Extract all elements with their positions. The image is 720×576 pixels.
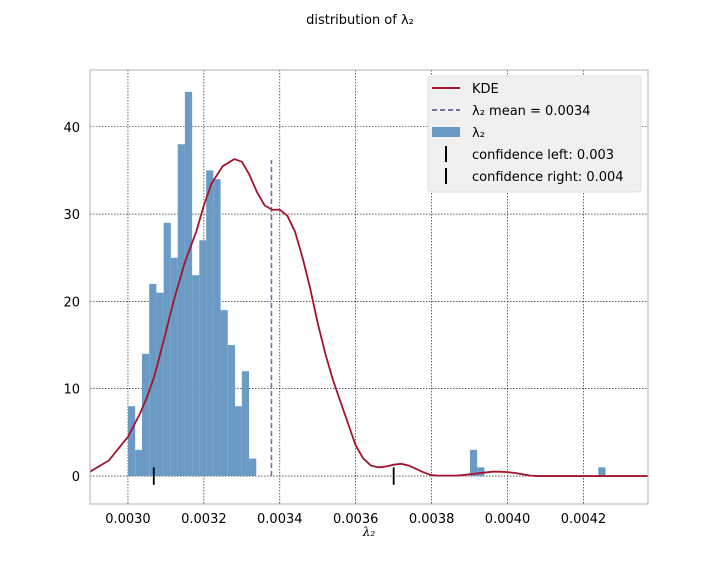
histogram-bar	[206, 170, 214, 477]
legend-label: confidence right: 0.004	[472, 170, 624, 185]
y-tick-label: 10	[63, 383, 80, 398]
histogram-bar	[135, 449, 143, 477]
histogram-bar	[213, 179, 221, 477]
x-tick-label: 0.0038	[409, 512, 455, 527]
legend-label: confidence left: 0.003	[472, 148, 614, 163]
legend-label: λ₂ mean = 0.0034	[472, 104, 591, 119]
chart-title: distribution of λ₂	[306, 13, 414, 28]
y-tick-label: 0	[72, 470, 80, 485]
histogram-bar	[163, 222, 171, 477]
histogram-bar	[127, 406, 136, 477]
histogram-bar	[241, 371, 250, 477]
legend: KDE λ₂ mean = 0.0034 λ₂ confidence left: 0.…	[427, 75, 642, 193]
x-tick-label: 0.0036	[333, 512, 379, 527]
y-tick-label: 40	[63, 121, 80, 136]
legend-hist-swatch	[432, 127, 460, 137]
histogram-bar	[249, 458, 257, 477]
y-tick-label: 20	[63, 295, 80, 310]
x-tick-label: 0.0040	[485, 512, 531, 527]
histogram-bar	[192, 275, 200, 477]
histogram-bar	[177, 144, 185, 477]
kde-line	[90, 158, 648, 477]
histogram-bar	[598, 467, 606, 477]
y-tick-label: 30	[63, 208, 80, 223]
histogram-bar	[170, 257, 178, 477]
x-tick-label: 0.0042	[561, 512, 607, 527]
histogram-bar	[199, 240, 207, 477]
x-tick-label: 0.0030	[105, 512, 151, 527]
legend-label: KDE	[472, 82, 499, 97]
histogram-bar	[227, 345, 236, 477]
legend-box	[427, 75, 642, 193]
histogram-bar	[220, 310, 228, 477]
legend-label: λ₂	[472, 126, 485, 141]
histogram-bar	[235, 406, 242, 477]
x-axis-label: λ₂	[362, 525, 376, 539]
histogram-bar	[142, 353, 150, 477]
histogram-bar	[184, 91, 193, 477]
histogram-bar	[156, 292, 164, 477]
histogram-bar	[477, 467, 485, 477]
x-tick-label: 0.0032	[181, 512, 227, 527]
histogram-bar	[469, 449, 478, 477]
x-tick-label: 0.0034	[257, 512, 303, 527]
plot-frame	[89, 69, 649, 505]
